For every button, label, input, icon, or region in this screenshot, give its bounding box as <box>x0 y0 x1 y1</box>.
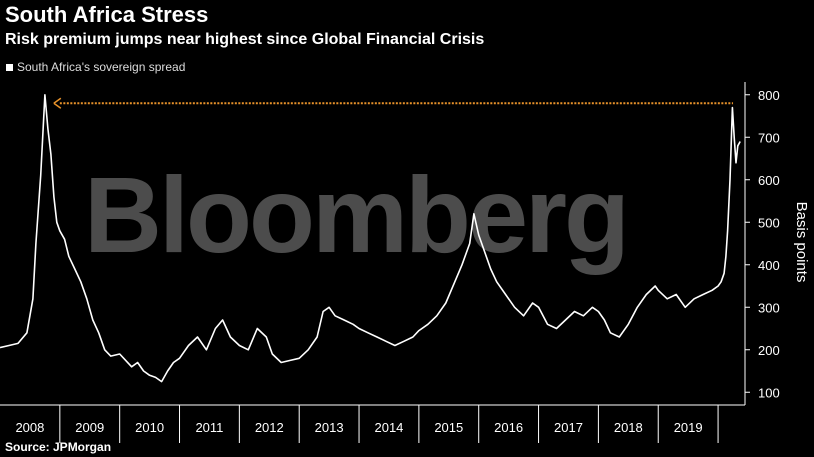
x-tick-label: 2018 <box>614 420 643 435</box>
y-axis-label: Basis points <box>793 202 810 283</box>
legend-entry-label: South Africa's sovereign spread <box>17 60 186 74</box>
y-tick-label: 700 <box>758 130 780 145</box>
y-tick-label: 600 <box>758 173 780 188</box>
x-tick-label: 2008 <box>15 420 44 435</box>
chart-subtitle: Risk premium jumps near highest since Gl… <box>5 31 485 48</box>
x-tick-label: 2014 <box>374 420 403 435</box>
x-tick-label: 2016 <box>494 420 523 435</box>
x-tick-label: 2013 <box>315 420 344 435</box>
x-tick-label: 2010 <box>135 420 164 435</box>
series-line <box>0 94 741 383</box>
x-tick-label: 2019 <box>674 420 703 435</box>
legend-swatch <box>6 63 13 71</box>
y-tick-label: 100 <box>758 385 780 400</box>
chart-title: South Africa Stress <box>5 2 209 27</box>
reference-line-arrowhead <box>53 97 62 109</box>
series-group <box>0 94 741 383</box>
x-tick-label: 2011 <box>195 420 223 435</box>
y-tick-label: 200 <box>758 343 780 358</box>
y-tick-label: 800 <box>758 88 780 103</box>
legend: South Africa's sovereign spread <box>6 60 185 74</box>
y-tick-label: 300 <box>758 300 780 315</box>
x-tick-label: 2009 <box>75 420 104 435</box>
x-tick-label: 2017 <box>554 420 583 435</box>
x-tick-label: 2012 <box>255 420 284 435</box>
axes-group: 100 200 300 400 500 600 700 800 2008 2009 2010 2011… <box>0 82 780 443</box>
source-note: Source: JPMorgan <box>5 440 112 454</box>
x-tick-label: 2015 <box>434 420 463 435</box>
reference-line-group <box>53 97 734 109</box>
y-tick-label: 500 <box>758 215 780 230</box>
y-tick-label: 400 <box>758 258 780 273</box>
watermark-logo: Bloomberg <box>84 154 627 275</box>
